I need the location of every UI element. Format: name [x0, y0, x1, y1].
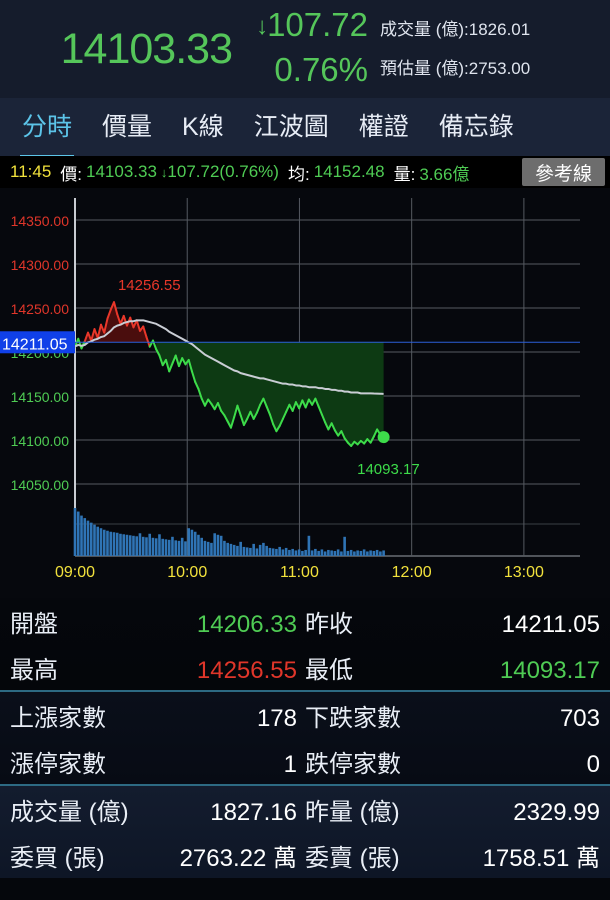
- info-avg-value: 14152.48: [313, 162, 385, 181]
- stat-prev-close: 昨收 14211.05: [305, 604, 600, 639]
- y-axis-tick: 14350.00: [11, 213, 70, 229]
- table-row: 委買 (張) 2763.22 萬 委賣 (張) 1758.51 萬: [0, 832, 610, 878]
- stat-label: 成交量 (億): [10, 798, 129, 826]
- header-volume: 成交量 (億):1826.01: [380, 20, 531, 39]
- stat-high: 最高 14256.55: [10, 650, 305, 685]
- stat-limit-down: 跌停家數 0: [305, 744, 600, 779]
- table-row: 成交量 (億) 1827.16 昨量 (億) 2329.99: [0, 786, 610, 832]
- index-change-value: 107.72: [267, 6, 368, 43]
- stat-value: 2329.99: [513, 798, 600, 826]
- stat-label: 昨量 (億): [305, 798, 400, 826]
- stat-limit-up: 漲停家數 1: [10, 744, 305, 779]
- stat-label: 最低: [305, 656, 353, 684]
- stat-advancers: 上漲家數 178: [10, 698, 305, 733]
- stat-label: 開盤: [10, 610, 58, 638]
- arrow-down-icon: ↓: [256, 13, 269, 40]
- stats-section-breadth: 上漲家數 178 下跌家數 703 漲停家數 1 跌停家數 0: [0, 692, 610, 784]
- info-price-value: 14103.33: [86, 162, 157, 181]
- y-axis-tick: 14100.00: [11, 433, 70, 449]
- stat-label: 下跌家數: [305, 704, 401, 732]
- stat-value: 1: [283, 750, 297, 778]
- stat-value: 14211.05: [501, 610, 600, 638]
- index-value: 14103.33: [60, 24, 233, 73]
- info-vol-value: 3.66億: [419, 164, 470, 184]
- stat-value: 1827.16: [210, 798, 297, 826]
- stat-label: 委買 (張): [10, 844, 105, 872]
- info-price-label: 價:: [60, 164, 83, 184]
- stat-turnover: 成交量 (億) 1827.16: [10, 792, 305, 827]
- index-change-percent: 0.76%: [274, 51, 368, 88]
- table-row: 最高 14256.55 最低 14093.17: [0, 644, 610, 690]
- stat-value: 1758.51 萬: [482, 844, 600, 872]
- info-time: 11:45: [10, 162, 52, 181]
- quote-header: 14103.33 ↓107.72 0.76% 成交量 (億):1826.01 預…: [0, 0, 610, 98]
- info-change-text: 107.72(0.76%): [167, 162, 279, 181]
- y-axis-tick: 14050.00: [11, 477, 70, 493]
- chart-low-label: 14093.17: [357, 461, 420, 478]
- stat-value: 2763.22 萬: [179, 844, 297, 872]
- tab-bar: 分時 價量 K線 江波圖 權證 備忘錄: [0, 98, 610, 158]
- arrow-down-icon-small: ↓: [160, 165, 168, 180]
- x-axis-tick: 12:00: [392, 564, 432, 581]
- stat-label: 跌停家數: [305, 750, 401, 778]
- index-change-block: ↓107.72 0.76%: [238, 4, 368, 92]
- reference-price-badge: 14211.05: [2, 336, 68, 353]
- stat-label: 昨收: [305, 610, 353, 638]
- header-volume-block: 成交量 (億):1826.01 預估量 (億):2753.00: [380, 10, 530, 88]
- stat-prev-turnover: 昨量 (億) 2329.99: [305, 792, 600, 827]
- info-vol-label: 量:: [393, 164, 416, 184]
- stat-value: 178: [256, 704, 297, 732]
- y-axis-tick: 14250.00: [11, 301, 70, 317]
- stat-value: 14093.17: [499, 656, 600, 684]
- tab-intraday[interactable]: 分時: [19, 107, 75, 158]
- table-row: 開盤 14206.33 昨收 14211.05: [0, 598, 610, 644]
- tab-memo[interactable]: 備忘錄: [438, 113, 514, 141]
- chart-canvas[interactable]: 14350.0014300.0014250.0014200.0014150.00…: [0, 188, 610, 598]
- stats-section-volume: 成交量 (億) 1827.16 昨量 (億) 2329.99 委買 (張) 27…: [0, 786, 610, 878]
- info-change: ↓107.72(0.76%): [161, 162, 279, 182]
- tab-warrants[interactable]: 權證: [358, 113, 409, 141]
- y-axis-tick: 14300.00: [11, 257, 70, 273]
- reference-line-button[interactable]: 參考線: [521, 158, 605, 186]
- tab-wave-chart[interactable]: 江波圖: [253, 113, 329, 141]
- crosshair-info-bar: 11:45 價: 14103.33 ↓107.72(0.76%) 均: 1415…: [0, 156, 610, 188]
- y-axis-tick: 14150.00: [11, 389, 70, 405]
- table-row: 上漲家數 178 下跌家數 703: [0, 692, 610, 738]
- tab-kline[interactable]: K線: [182, 113, 224, 141]
- tab-price-vol[interactable]: 價量: [102, 113, 153, 141]
- stat-value: 14206.33: [196, 610, 297, 638]
- section-divider: [0, 784, 610, 786]
- stat-value: 703: [559, 704, 600, 732]
- stat-decliners: 下跌家數 703: [305, 698, 600, 733]
- section-divider: [0, 690, 610, 692]
- x-axis-tick: 13:00: [504, 564, 544, 581]
- stat-value: 14256.55: [196, 656, 297, 684]
- header-estimate: 預估量 (億):2753.00: [380, 59, 531, 78]
- stats-section-price: 開盤 14206.33 昨收 14211.05 最高 14256.55 最低 1…: [0, 598, 610, 690]
- x-axis-tick: 11:00: [280, 564, 319, 581]
- stat-bid-orders: 委買 (張) 2763.22 萬: [10, 838, 305, 873]
- stat-open: 開盤 14206.33: [10, 604, 305, 639]
- stat-ask-orders: 委賣 (張) 1758.51 萬: [305, 838, 600, 873]
- stat-value: 0: [586, 750, 600, 778]
- stat-low: 最低 14093.17: [305, 650, 600, 685]
- chart-high-label: 14256.55: [118, 277, 181, 294]
- x-axis-tick: 10:00: [167, 564, 207, 581]
- stat-label: 最高: [10, 656, 58, 684]
- index-change: ↓107.72: [238, 4, 368, 48]
- stat-label: 委賣 (張): [305, 844, 400, 872]
- intraday-chart[interactable]: 14350.0014300.0014250.0014200.0014150.00…: [0, 188, 610, 598]
- x-axis-tick: 09:00: [55, 564, 95, 581]
- table-row: 漲停家數 1 跌停家數 0: [0, 738, 610, 784]
- stat-label: 漲停家數: [10, 750, 106, 778]
- stat-label: 上漲家數: [10, 704, 106, 732]
- info-avg-label: 均:: [287, 164, 310, 184]
